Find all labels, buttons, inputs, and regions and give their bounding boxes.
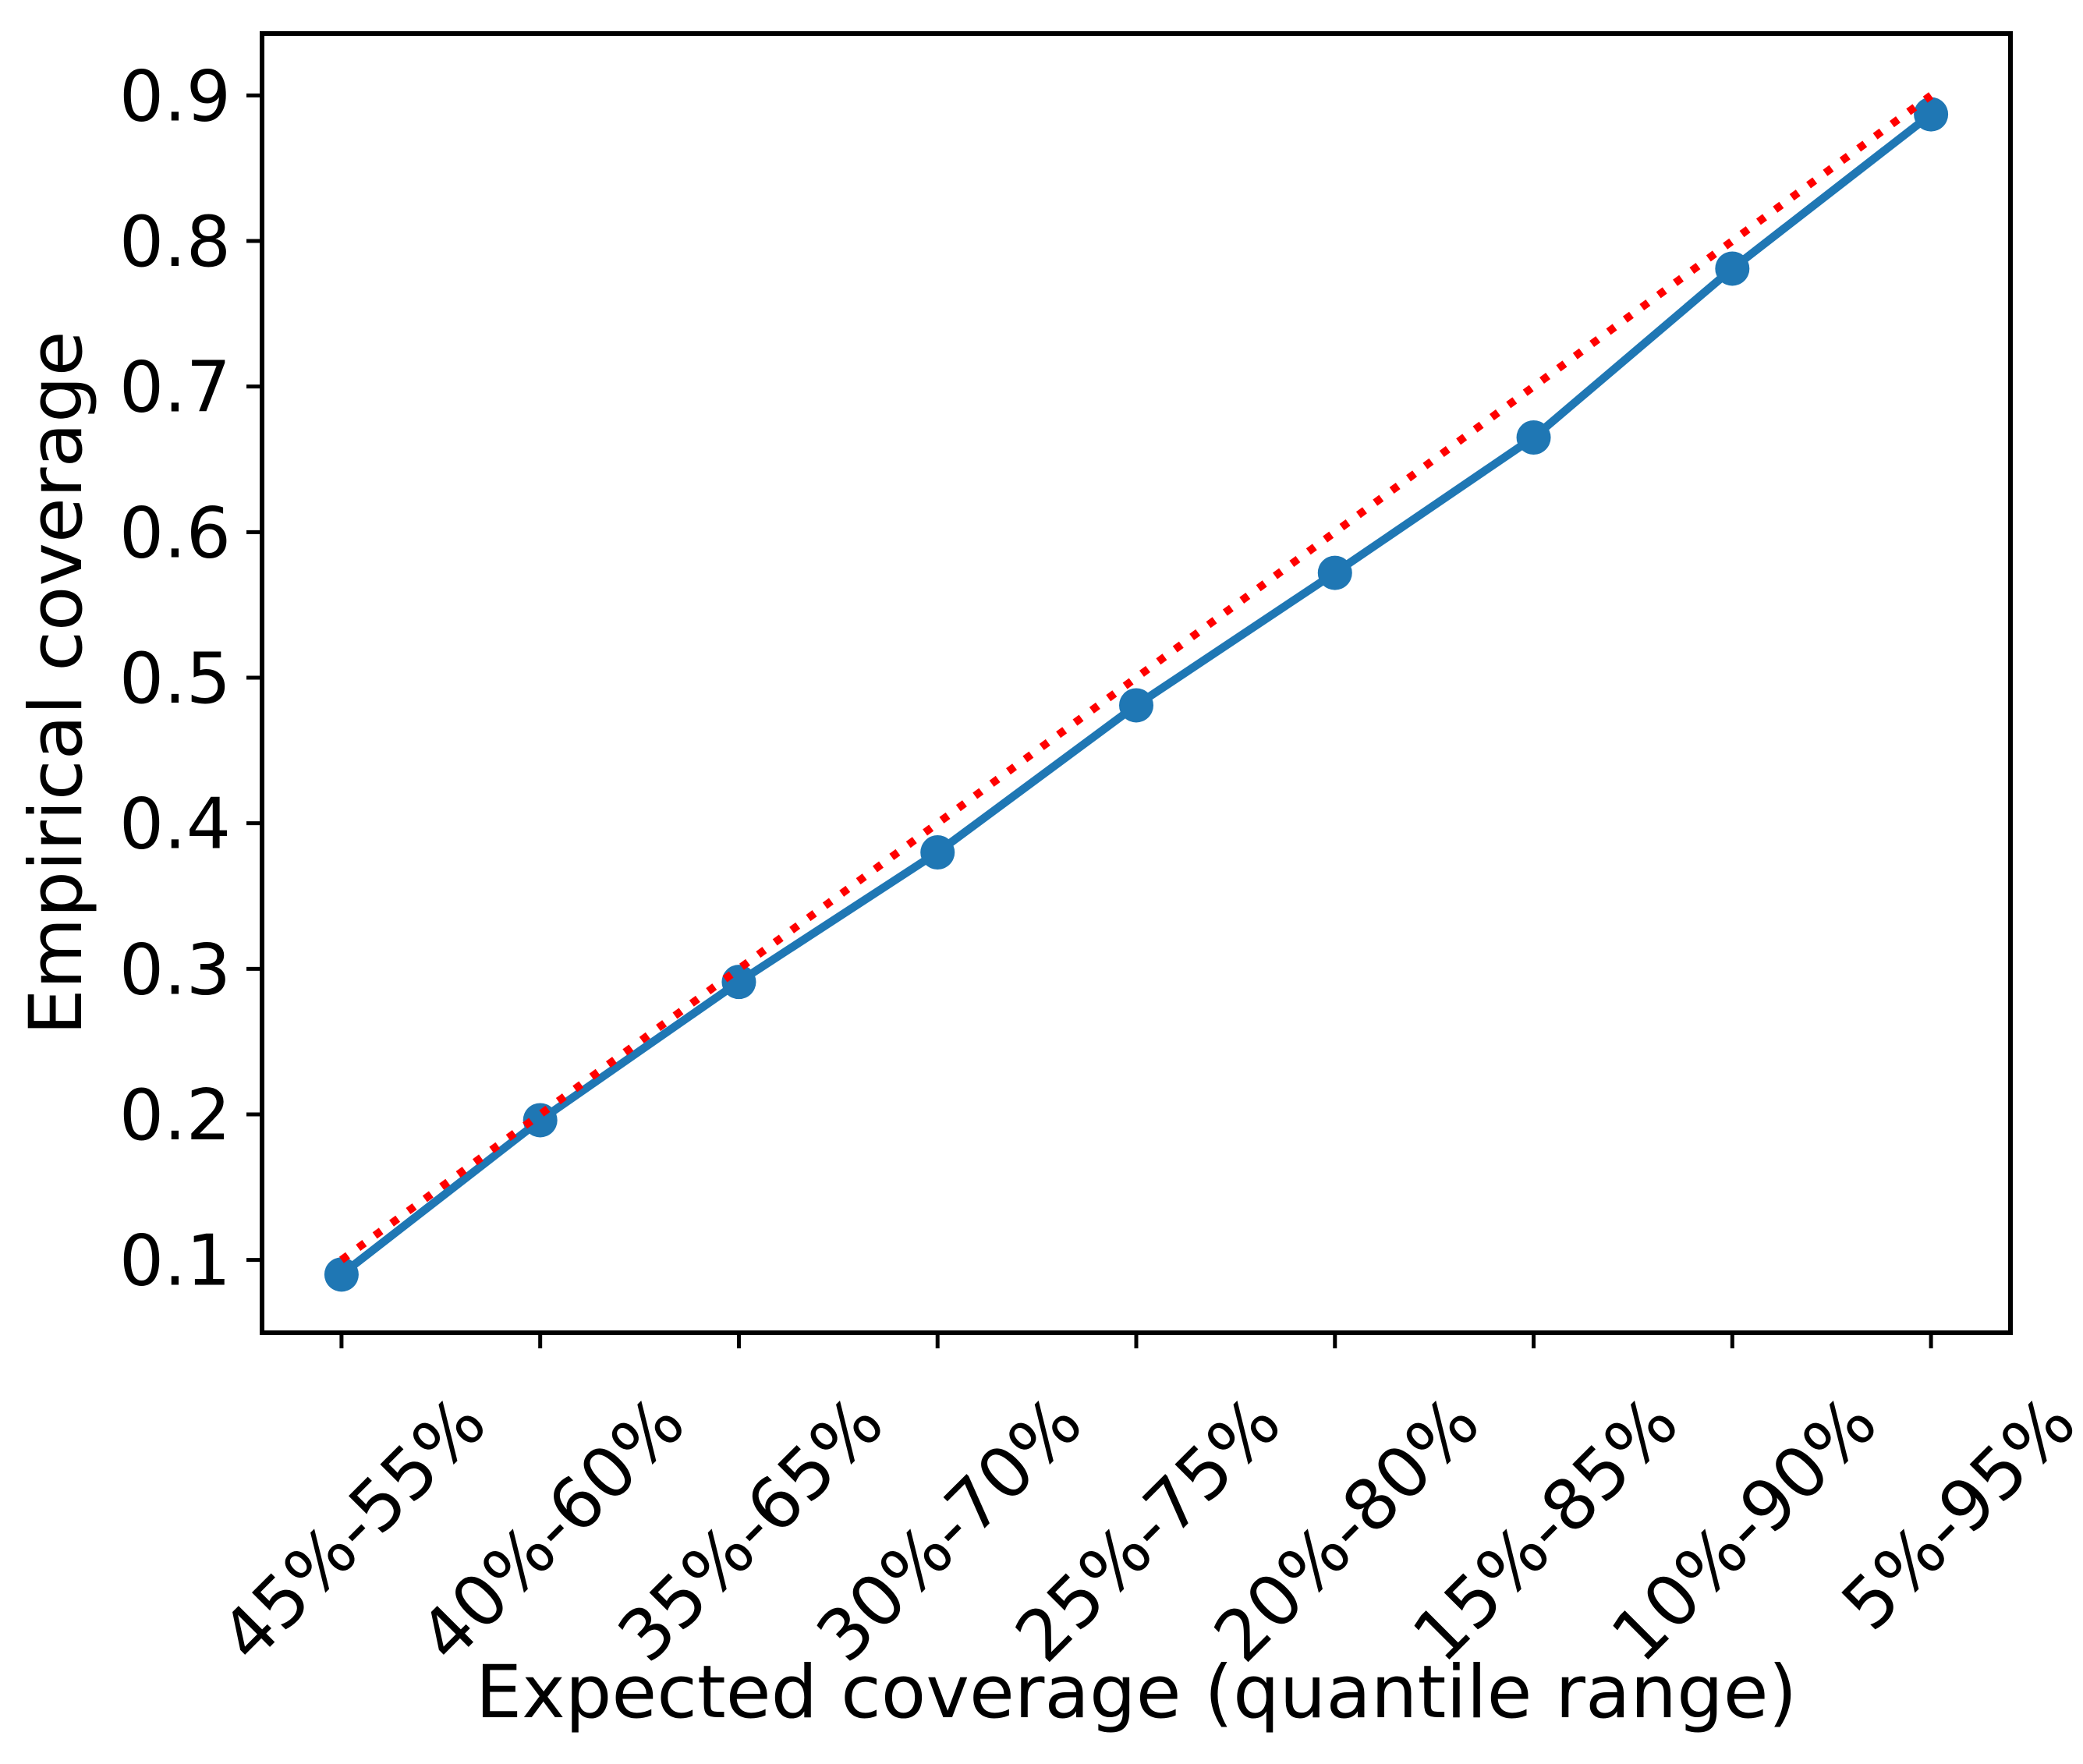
axes-ticks-layer: 0.10.20.30.40.50.60.70.80.945%-55%40%-60… xyxy=(119,55,2083,1677)
y-tick-label: 0.1 xyxy=(119,1220,231,1302)
data-point-marker xyxy=(1914,97,1949,132)
data-point-marker xyxy=(1516,420,1551,455)
y-tick-label: 0.4 xyxy=(119,784,231,866)
data-point-marker xyxy=(920,835,955,870)
y-tick-label: 0.7 xyxy=(119,347,231,429)
y-tick-label: 0.6 xyxy=(119,492,231,574)
data-series-layer xyxy=(324,92,1949,1292)
ideal-calibration-dotted-line xyxy=(338,92,1934,1263)
y-tick-label: 0.2 xyxy=(119,1075,231,1157)
y-tick-label: 0.9 xyxy=(119,55,231,137)
data-point-marker xyxy=(1119,688,1153,723)
y-tick-label: 0.5 xyxy=(119,638,231,720)
y-axis-label: Empirical coverage xyxy=(14,331,99,1035)
data-point-marker xyxy=(1715,251,1750,286)
data-point-marker xyxy=(721,965,756,1000)
y-tick-label: 0.8 xyxy=(119,201,231,283)
axes-frame xyxy=(260,31,2013,1335)
data-point-marker xyxy=(324,1257,359,1292)
y-tick-label: 0.3 xyxy=(119,929,231,1011)
data-point-marker xyxy=(1317,555,1352,590)
x-axis-label: Expected coverage (quantile range) xyxy=(476,1650,1798,1735)
